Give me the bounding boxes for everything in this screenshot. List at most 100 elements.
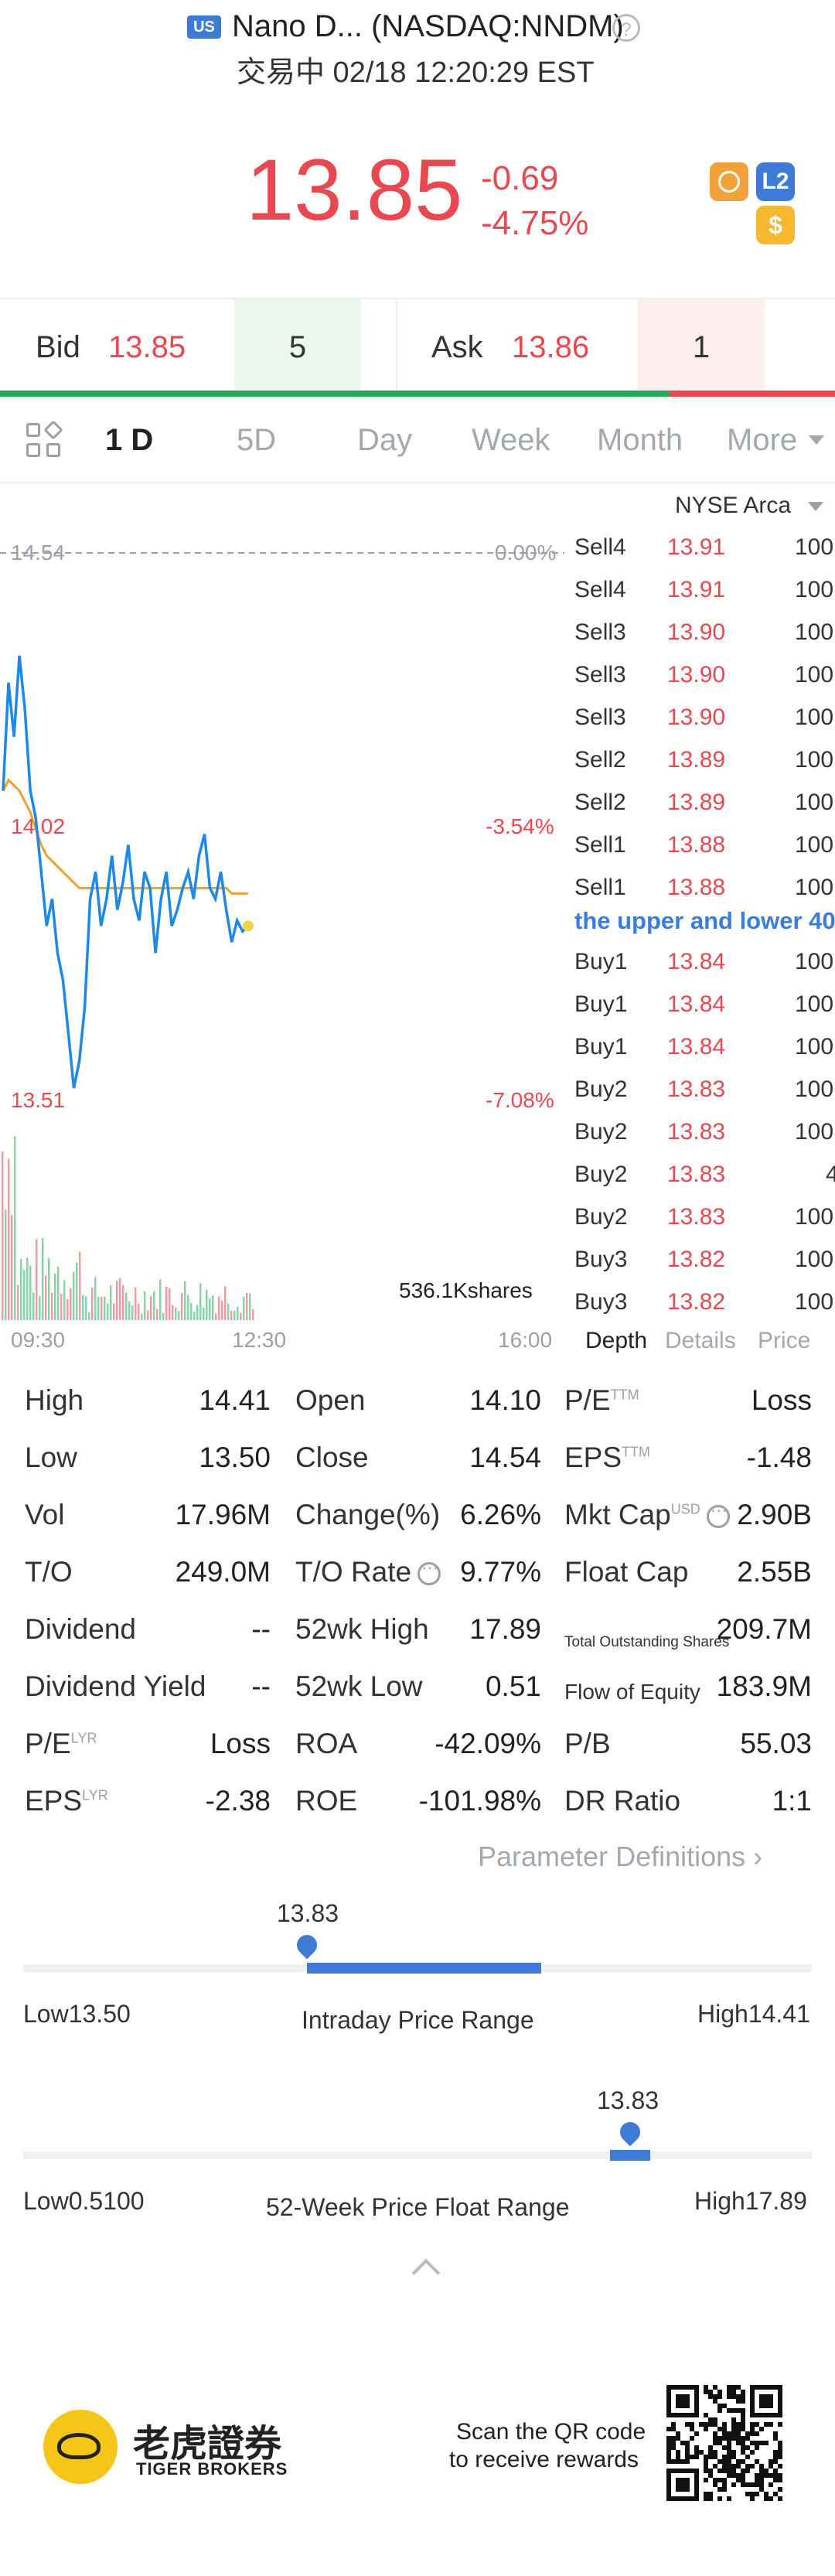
intraday-chart[interactable]: 14.54 0.00% 14.02 -3.54% 13.51 -7.08% 53… [0,483,564,1357]
stat-key: Dividend [25,1613,136,1645]
stat-key: Mkt Cap [564,1499,671,1530]
depth-volume: 100 [795,949,834,974]
tab-5d[interactable]: 5D [237,423,277,457]
tab-month[interactable]: Month [597,423,683,457]
help-icon[interactable]: ? [612,14,640,42]
buy-row: Buy2 13.83 4 [574,1157,835,1199]
footer-banner[interactable]: 老虎證券 TIGER BROKERS Scan the QR code to r… [0,2366,835,2576]
tab-details[interactable]: Details [665,1328,736,1353]
stat-value: 1:1 [772,1785,812,1817]
dollar-icon[interactable]: $ [756,206,795,244]
exchange-selector[interactable]: NYSE Arca [675,493,792,518]
last-price: 13.85 [246,142,463,238]
volume-bar [169,1288,171,1320]
sell-row: Sell1 13.88 100 [574,870,835,913]
tab-depth[interactable]: Depth [585,1328,648,1353]
stat-key: 52wk High [295,1613,429,1645]
volume-bar [57,1266,60,1320]
intraday-marker [292,1930,322,1960]
stat-value: 2.55B [737,1556,812,1588]
tab-day[interactable]: Day [357,423,413,457]
volume-bar [5,1209,7,1320]
qr-code-icon[interactable] [666,2385,782,2501]
week52-low-label: Low0.5100 [23,2187,145,2215]
buy-row: Buy3 13.82 100 [574,1285,835,1327]
depth-volume: 100 [795,619,834,645]
stat-value: 17.96M [175,1499,271,1530]
parameter-definitions-link[interactable]: Parameter Definitions › [478,1841,762,1873]
buy-row: Buy2 13.83 100 [574,1072,835,1114]
stat-value: -2.38 [205,1785,271,1817]
volume-bar [36,1239,38,1320]
stat-label: Mkt CapUSD [564,1499,730,1531]
stat-value: 14.41 [199,1384,271,1416]
stat-key: High [25,1384,84,1416]
stat-label: 52wk High [295,1613,429,1646]
stat-key: Close [295,1442,369,1473]
week52-high-label: High17.89 [694,2187,807,2215]
sell-row: Sell1 13.88 100 [574,827,835,870]
chevron-up-icon[interactable] [411,2258,441,2288]
week52-title: 52-Week Price Float Range [266,2193,570,2221]
stat-key: 52wk Low [295,1670,423,1702]
intraday-title: Intraday Price Range [302,2006,534,2034]
stat-label: Dividend [25,1613,136,1646]
scan-text-2: to receive rewards [448,2447,639,2472]
buy-row: Buy3 13.82 100 [574,1242,835,1285]
x-tick-end: 16:00 [498,1328,553,1352]
volume-bar [206,1289,208,1320]
stats-grid: High 14.41 Low 13.50 Vol 17.96M T/O 249.0M Divid… [0,1384,835,1833]
bid-price: 13.85 [108,330,186,364]
info-icon[interactable] [706,1500,730,1529]
depth-level-label: Sell4 [574,577,626,602]
volume-bar [135,1287,137,1320]
volume-bar [212,1295,214,1320]
tab-1d[interactable]: 1 D [105,423,154,457]
volume-bar [138,1303,140,1320]
grid-icon[interactable] [26,420,63,460]
bid-ask-bar: Bid 13.85 5 Ask 13.86 1 [0,298,835,397]
bid-volume: 5 [288,330,307,364]
price-change: -0.69 [481,159,559,197]
volume-label: 536.1Kshares [399,1278,533,1302]
volume-bar [88,1312,90,1320]
volume-bar [193,1311,196,1320]
ask-strength-bar [670,391,835,397]
tab-price[interactable]: Price [758,1328,811,1353]
stat-key: Open [295,1384,366,1416]
stat-label: P/ETTM [564,1384,639,1417]
y-label-top-left: 14.54 [11,541,66,565]
depth-volume: 100 [795,1289,834,1315]
depth-level-label: Sell4 [574,534,626,560]
volume-bar [141,1313,143,1320]
stat-label: DR Ratio [564,1785,680,1817]
volume-bar [23,1270,26,1320]
buy-row: Buy1 13.84 100 [574,987,835,1029]
volume-bar [165,1286,168,1320]
volume-bar [128,1301,131,1320]
level2-icon[interactable]: L2 [756,162,795,201]
volume-bar [196,1305,199,1320]
tab-more[interactable]: More [727,423,798,457]
stat-key: EPS [25,1785,83,1817]
scan-text-1: Scan the QR code [456,2419,646,2445]
volume-bar [91,1287,94,1320]
volume-bar [203,1307,205,1320]
stat-label: Open [295,1384,366,1417]
brand-name-cn: 老虎證券 [133,2424,282,2465]
bid-label: Bid [36,330,80,364]
depth-level-label: Sell1 [574,832,626,858]
stock-title[interactable]: Nano D... (NASDAQ:NNDM) [232,9,624,43]
depth-level-label: Buy2 [574,1162,628,1187]
volume-bar [181,1293,183,1320]
chevron-down-icon[interactable] [809,435,824,445]
chart-canvas [0,552,564,1320]
chevron-down-icon[interactable] [808,502,823,511]
tab-week[interactable]: Week [472,423,550,457]
order-depth-panel: NYSE Arca Sell4 13.91 100 Sell4 13.91 100 Sell… [568,483,835,1357]
no-ads-icon[interactable] [710,162,748,201]
depth-level-label: Buy1 [574,991,628,1017]
stat-label: T/O Rate [295,1556,441,1588]
volume-bar [184,1281,186,1320]
info-icon[interactable] [418,1558,441,1586]
